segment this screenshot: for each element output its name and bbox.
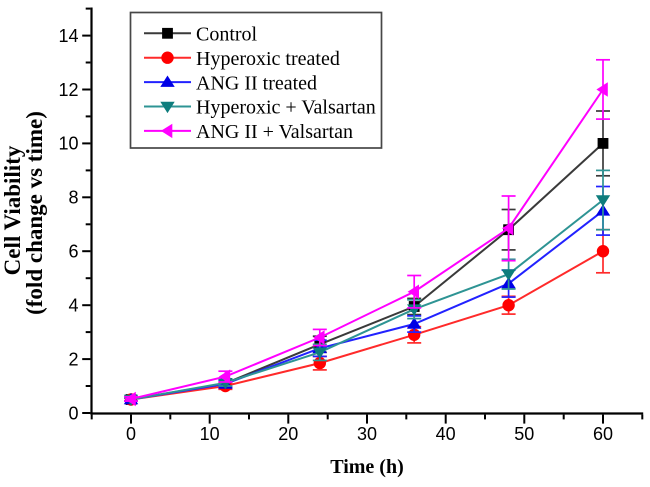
svg-text:14: 14	[58, 26, 78, 46]
svg-text:10: 10	[200, 424, 220, 444]
svg-text:6: 6	[68, 242, 78, 262]
svg-text:(fold change vs time): (fold change vs time)	[22, 111, 47, 315]
svg-text:20: 20	[278, 424, 298, 444]
svg-text:Control: Control	[196, 24, 258, 46]
svg-text:8: 8	[68, 188, 78, 208]
svg-text:12: 12	[58, 80, 78, 100]
svg-text:Cell Viability: Cell Viability	[0, 145, 25, 275]
svg-text:40: 40	[436, 424, 456, 444]
svg-text:Time (h): Time (h)	[330, 456, 404, 478]
svg-text:30: 30	[357, 424, 377, 444]
svg-text:4: 4	[68, 296, 78, 316]
svg-text:2: 2	[68, 349, 78, 369]
svg-text:50: 50	[514, 424, 534, 444]
svg-text:0: 0	[68, 403, 78, 423]
svg-text:10: 10	[58, 134, 78, 154]
svg-text:ANG II treated: ANG II treated	[196, 72, 317, 94]
svg-text:ANG II + Valsartan: ANG II + Valsartan	[196, 121, 353, 143]
svg-text:60: 60	[593, 424, 613, 444]
svg-text:Hyperoxic treated: Hyperoxic treated	[196, 48, 340, 70]
svg-text:0: 0	[126, 424, 136, 444]
svg-text:Hyperoxic + Valsartan: Hyperoxic + Valsartan	[196, 97, 376, 119]
